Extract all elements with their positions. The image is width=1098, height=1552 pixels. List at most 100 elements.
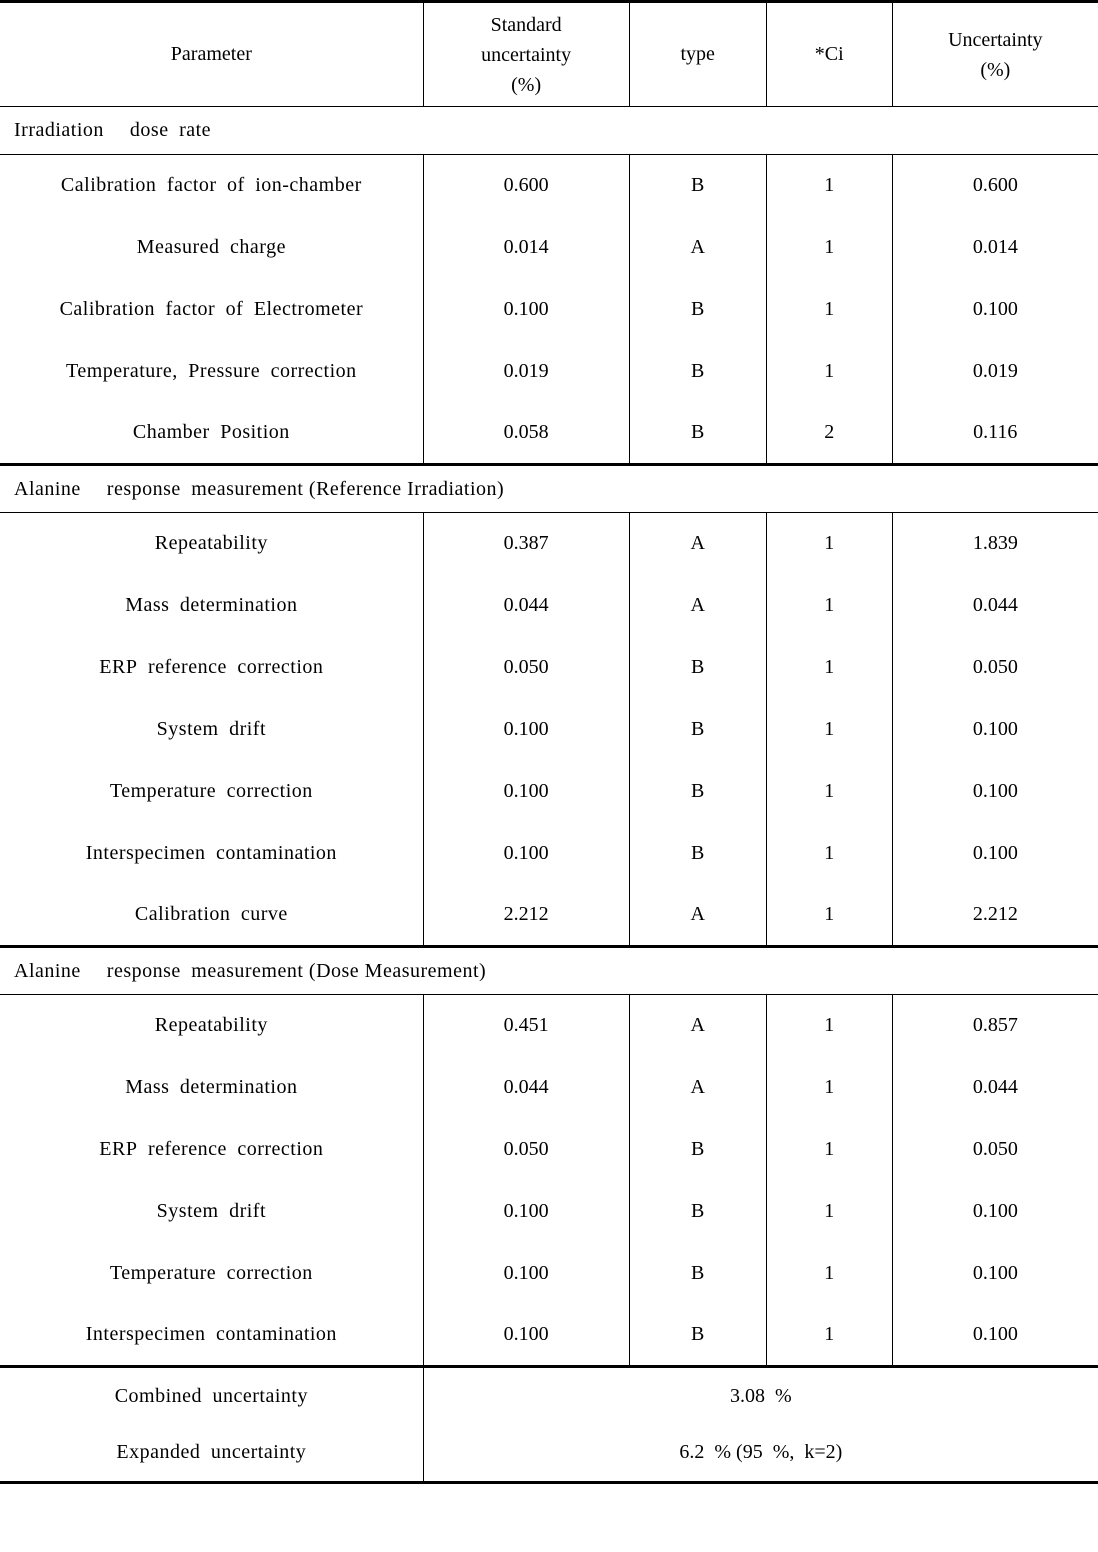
cell-std: 0.100: [423, 761, 629, 823]
table-body: Irradiation dose rate Calibration factor…: [0, 107, 1098, 1483]
cell-parameter: Temperature correction: [0, 761, 423, 823]
cell-std: 2.212: [423, 885, 629, 947]
cell-std: 0.058: [423, 403, 629, 465]
cell-parameter: Interspecimen contamination: [0, 823, 423, 885]
cell-parameter: Temperature, Pressure correction: [0, 341, 423, 403]
cell-ci: 1: [766, 1119, 892, 1181]
section-title: Alanine response measurement (Reference …: [0, 465, 1098, 513]
cell-parameter: Calibration factor of Electrometer: [0, 279, 423, 341]
cell-type: B: [629, 279, 766, 341]
cell-std: 0.451: [423, 995, 629, 1057]
table-row: Temperature correction 0.100 B 1 0.100: [0, 761, 1098, 823]
cell-type: B: [629, 761, 766, 823]
cell-unc: 0.857: [892, 995, 1098, 1057]
cell-ci: 1: [766, 513, 892, 575]
cell-unc: 0.100: [892, 699, 1098, 761]
cell-ci: 1: [766, 1057, 892, 1119]
cell-parameter: ERP reference correction: [0, 637, 423, 699]
section-header: Alanine response measurement (Reference …: [0, 465, 1098, 513]
table-row: Repeatability 0.451 A 1 0.857: [0, 995, 1098, 1057]
cell-parameter: Repeatability: [0, 995, 423, 1057]
cell-std: 0.600: [423, 155, 629, 217]
cell-type: B: [629, 155, 766, 217]
cell-parameter: Interspecimen contamination: [0, 1305, 423, 1367]
cell-type: B: [629, 1305, 766, 1367]
cell-unc: 0.050: [892, 637, 1098, 699]
cell-ci: 2: [766, 403, 892, 465]
section-header: Alanine response measurement (Dose Measu…: [0, 947, 1098, 995]
section-header: Irradiation dose rate: [0, 107, 1098, 155]
cell-ci: 1: [766, 155, 892, 217]
cell-type: B: [629, 1243, 766, 1305]
cell-std: 0.100: [423, 1305, 629, 1367]
cell-ci: 1: [766, 341, 892, 403]
cell-type: B: [629, 403, 766, 465]
summary-label: Combined uncertainty: [0, 1367, 423, 1425]
cell-parameter: Chamber Position: [0, 403, 423, 465]
cell-ci: 1: [766, 995, 892, 1057]
cell-type: B: [629, 699, 766, 761]
cell-unc: 0.100: [892, 1243, 1098, 1305]
cell-std: 0.050: [423, 1119, 629, 1181]
cell-parameter: Temperature correction: [0, 1243, 423, 1305]
cell-std: 0.050: [423, 637, 629, 699]
cell-std: 0.014: [423, 217, 629, 279]
cell-ci: 1: [766, 575, 892, 637]
section-title: Alanine response measurement (Dose Measu…: [0, 947, 1098, 995]
cell-ci: 1: [766, 761, 892, 823]
cell-unc: 0.014: [892, 217, 1098, 279]
col-header-unc-line1: Uncertainty: [948, 29, 1042, 51]
cell-unc: 0.100: [892, 1305, 1098, 1367]
cell-std: 0.044: [423, 575, 629, 637]
cell-unc: 2.212: [892, 885, 1098, 947]
cell-std: 0.100: [423, 823, 629, 885]
cell-parameter: Measured charge: [0, 217, 423, 279]
cell-type: B: [629, 1181, 766, 1243]
col-header-parameter: Parameter: [0, 2, 423, 107]
cell-ci: 1: [766, 637, 892, 699]
cell-unc: 0.100: [892, 279, 1098, 341]
cell-ci: 1: [766, 885, 892, 947]
cell-parameter: System drift: [0, 699, 423, 761]
cell-unc: 0.100: [892, 1181, 1098, 1243]
table-row: Calibration factor of ion-chamber 0.600 …: [0, 155, 1098, 217]
cell-ci: 1: [766, 823, 892, 885]
cell-std: 0.019: [423, 341, 629, 403]
cell-type: B: [629, 341, 766, 403]
cell-type: A: [629, 1057, 766, 1119]
cell-type: A: [629, 995, 766, 1057]
cell-type: B: [629, 1119, 766, 1181]
col-header-uncertainty: Uncertainty (%): [892, 2, 1098, 107]
cell-unc: 0.100: [892, 761, 1098, 823]
table-row: Repeatability 0.387 A 1 1.839: [0, 513, 1098, 575]
section-title: Irradiation dose rate: [0, 107, 1098, 155]
cell-unc: 0.044: [892, 1057, 1098, 1119]
cell-type: A: [629, 575, 766, 637]
table-row: System drift 0.100 B 1 0.100: [0, 1181, 1098, 1243]
cell-ci: 1: [766, 279, 892, 341]
col-header-ci: *Ci: [766, 2, 892, 107]
cell-std: 0.100: [423, 279, 629, 341]
cell-type: A: [629, 885, 766, 947]
cell-type: B: [629, 823, 766, 885]
summary-row-expanded: Expanded uncertainty 6.2 % (95 %, k=2): [0, 1425, 1098, 1483]
cell-ci: 1: [766, 1181, 892, 1243]
table-row: System drift 0.100 B 1 0.100: [0, 699, 1098, 761]
cell-parameter: Mass determination: [0, 1057, 423, 1119]
cell-unc: 0.100: [892, 823, 1098, 885]
summary-value: 3.08 %: [423, 1367, 1098, 1425]
cell-unc: 0.044: [892, 575, 1098, 637]
cell-parameter: Calibration factor of ion-chamber: [0, 155, 423, 217]
cell-unc: 0.050: [892, 1119, 1098, 1181]
table-row: Temperature, Pressure correction 0.019 B…: [0, 341, 1098, 403]
cell-unc: 0.019: [892, 341, 1098, 403]
table-header-row: Parameter Standard uncertainty (%) type …: [0, 2, 1098, 107]
col-header-std-line1: Standard: [491, 14, 562, 36]
cell-ci: 1: [766, 699, 892, 761]
table-row: Interspecimen contamination 0.100 B 1 0.…: [0, 1305, 1098, 1367]
summary-label: Expanded uncertainty: [0, 1425, 423, 1483]
cell-type: A: [629, 217, 766, 279]
uncertainty-table: Parameter Standard uncertainty (%) type …: [0, 0, 1098, 1484]
table-row: Measured charge 0.014 A 1 0.014: [0, 217, 1098, 279]
summary-row-combined: Combined uncertainty 3.08 %: [0, 1367, 1098, 1425]
